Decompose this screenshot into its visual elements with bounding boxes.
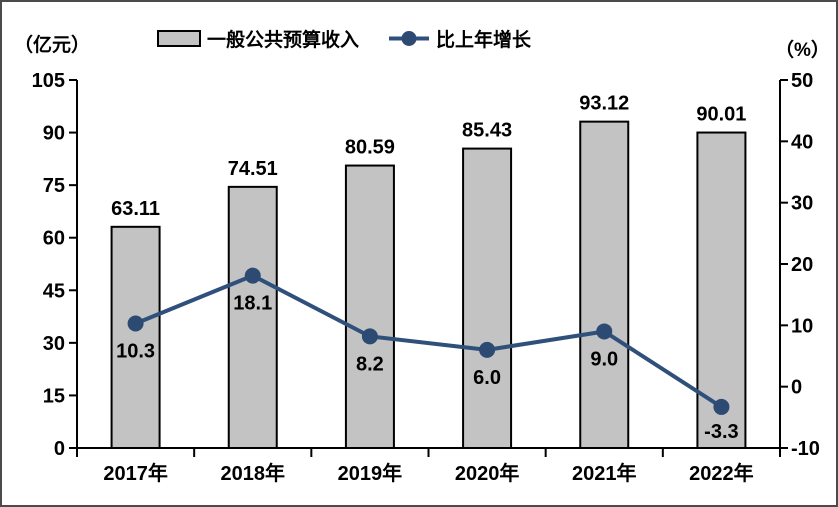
left-axis-tick-label: 75 (43, 175, 65, 197)
right-axis-tick-label: 50 (791, 70, 813, 92)
axes-group: 0 15 30 45 60 75 90 105 -10 0 10 20 30 40 50 2017年 2018年… (32, 70, 820, 485)
right-axis-tick-label: 40 (791, 131, 813, 153)
growth-point-2022年 (713, 398, 730, 415)
growth-point-2021年 (596, 323, 613, 340)
bar-value-label: 63.11 (111, 198, 160, 220)
legend-bar-label: 一般公共预算收入 (207, 28, 359, 51)
growth-point-2017年 (127, 315, 144, 332)
left-axis-tick-label: 105 (32, 70, 65, 92)
left-axis-unit: （亿元） (14, 33, 90, 56)
left-axis-tick-label: 90 (43, 123, 65, 145)
growth-point-2020年 (479, 341, 496, 358)
bar-value-label: 93.12 (579, 93, 629, 115)
legend-line-label: 比上年增长 (436, 28, 532, 51)
legend-bar-swatch (157, 30, 201, 47)
growth-value-label: 6.0 (473, 367, 501, 389)
line-group: 10.3 18.1 8.2 6.0 9.0 -3.3 (116, 267, 739, 443)
right-axis-tick-label: -10 (791, 438, 820, 460)
bar-value-label: 85.43 (462, 120, 512, 142)
right-axis-tick-label: 30 (791, 193, 813, 215)
right-axis-tick-label: 10 (791, 315, 813, 337)
bar-2021年 (579, 120, 630, 450)
right-axis-unit: （%） (775, 38, 830, 61)
legend-line-marker-icon (401, 31, 417, 46)
bar-2019年 (344, 164, 395, 449)
left-axis-tick-label: 45 (43, 280, 65, 302)
right-axis-tick-label: 0 (791, 377, 802, 399)
bar-value-label: 80.59 (345, 137, 395, 159)
bar-2018年 (227, 185, 278, 449)
category-label-2017年: 2017年 (103, 461, 168, 485)
bar-2017年 (110, 225, 161, 449)
category-label-2020年: 2020年 (455, 461, 520, 485)
legend: 一般公共预算收入 比上年增长 (157, 28, 532, 51)
growth-value-label: -3.3 (704, 421, 738, 443)
left-axis-tick-label: 0 (54, 438, 65, 460)
growth-value-label: 9.0 (590, 348, 618, 370)
growth-value-label: 18.1 (233, 293, 272, 315)
category-label-2018年: 2018年 (221, 461, 286, 485)
bar-2020年 (462, 147, 513, 449)
bar-value-label: 74.51 (228, 158, 278, 180)
category-label-2021年: 2021年 (572, 461, 637, 485)
growth-point-2019年 (361, 328, 378, 345)
right-axis-tick-label: 20 (791, 254, 813, 276)
left-axis-tick-label: 60 (43, 228, 65, 250)
category-label-2019年: 2019年 (338, 461, 403, 485)
category-label-2022年: 2022年 (689, 461, 754, 485)
bars-group: 63.11 74.51 80.59 85.43 93.12 90.01 (110, 93, 746, 450)
growth-value-label: 10.3 (116, 340, 155, 362)
growth-point-2018年 (244, 267, 261, 284)
growth-line (133, 273, 724, 409)
left-axis-tick-label: 30 (43, 333, 65, 355)
bar-value-label: 90.01 (696, 104, 746, 126)
growth-value-label: 8.2 (356, 353, 384, 375)
left-axis-tick-label: 15 (43, 385, 65, 407)
